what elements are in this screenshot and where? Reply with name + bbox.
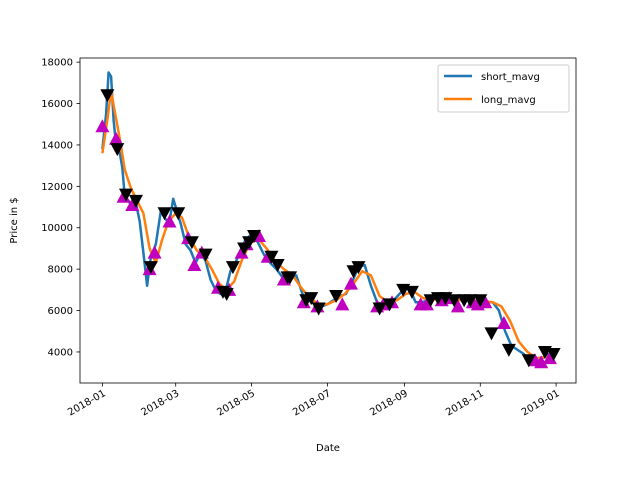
legend-label-short-mavg: short_mavg	[481, 72, 540, 83]
sell-signal-marker	[247, 230, 262, 244]
sell-signal-marker	[128, 194, 143, 208]
buy-signal-marker	[542, 351, 557, 365]
sell-signal-marker	[404, 285, 419, 299]
sell-signal-marker	[225, 261, 240, 275]
sell-signal-marker	[484, 327, 499, 341]
sell-signal-marker	[157, 207, 172, 221]
sell-signal-marker	[198, 248, 213, 262]
buy-signal-marker	[187, 258, 202, 272]
sell-signal-marker	[546, 348, 561, 362]
y-tick-label: 8000	[48, 265, 73, 276]
sell-signal-marker	[311, 302, 326, 316]
buy-signal-marker	[335, 297, 350, 311]
y-axis-label: Price in $	[9, 197, 20, 243]
sell-signal-marker	[447, 294, 462, 308]
buy-signal-marker	[478, 295, 493, 309]
y-tick-label: 14000	[41, 140, 73, 151]
buy-signal-marker	[343, 276, 358, 290]
buy-signal-marker	[496, 315, 511, 329]
buy-signal-marker	[125, 197, 140, 211]
sell-signal-marker	[270, 259, 285, 273]
y-axis: 4000 6000 8000 10000 12000 14000 16000 18000	[41, 58, 80, 358]
sell-signal-marker	[143, 261, 158, 275]
sell-signal-marker	[463, 294, 478, 308]
sell-signal-marker	[100, 89, 115, 103]
sell-signal-marker	[304, 292, 319, 306]
buy-signal-marker	[234, 245, 249, 259]
sell-signal-marker	[521, 354, 536, 368]
y-tick-label: 12000	[41, 182, 73, 193]
sell-signal-marker	[473, 294, 488, 308]
sell-signal-marker	[283, 271, 298, 285]
sell-signal-marker	[184, 236, 199, 250]
sell-signal-marker	[264, 250, 279, 264]
y-tick-label: 10000	[41, 223, 73, 234]
sell-signal-marker	[171, 207, 186, 221]
legend: short_mavg long_mavg	[437, 64, 570, 113]
y-tick-label: 4000	[48, 347, 73, 358]
y-tick-label: 6000	[48, 306, 73, 317]
sell-signal-marker	[372, 302, 387, 316]
legend-label-long-mavg: long_mavg	[481, 95, 536, 106]
plot-area	[95, 71, 561, 369]
axes-frame	[79, 57, 577, 384]
buy-signal-marker	[109, 131, 124, 145]
y-tick-label: 16000	[41, 99, 73, 110]
sell-signal-marker	[110, 143, 125, 157]
sell-signal-marker	[118, 188, 133, 202]
sell-signal-marker	[219, 287, 234, 301]
x-axis-label: Date	[316, 443, 340, 454]
sell-signal-marker	[351, 261, 366, 275]
sell-signal-marker	[382, 298, 397, 312]
sell-signal-marker	[501, 343, 516, 357]
buy-signal-marker	[162, 214, 177, 228]
buy-signal-marker	[450, 299, 465, 313]
markers-layer	[95, 89, 561, 369]
sell-signal-marker	[329, 290, 344, 304]
y-tick-label: 18000	[41, 58, 73, 69]
buy-signal-marker	[147, 245, 162, 259]
buy-signal-marker	[419, 297, 434, 311]
buy-signal-marker	[95, 119, 110, 133]
buy-signal-marker	[534, 355, 549, 369]
